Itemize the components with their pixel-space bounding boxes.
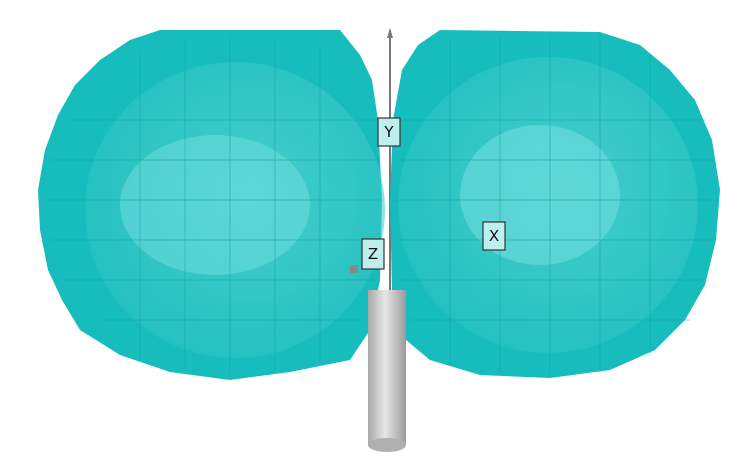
axis-label-box <box>361 238 385 270</box>
origin-marker <box>350 265 358 273</box>
cylinder <box>368 290 406 445</box>
axis-label: Y <box>383 123 394 141</box>
cylinder-base <box>368 438 406 452</box>
axis-arrow <box>387 28 393 38</box>
axis-label: Z <box>368 245 378 263</box>
mesh-grid <box>45 35 718 375</box>
axis-label: X <box>489 227 499 245</box>
left-core <box>120 135 310 275</box>
axis-label-box <box>482 221 506 251</box>
axis-label-box <box>377 117 401 147</box>
